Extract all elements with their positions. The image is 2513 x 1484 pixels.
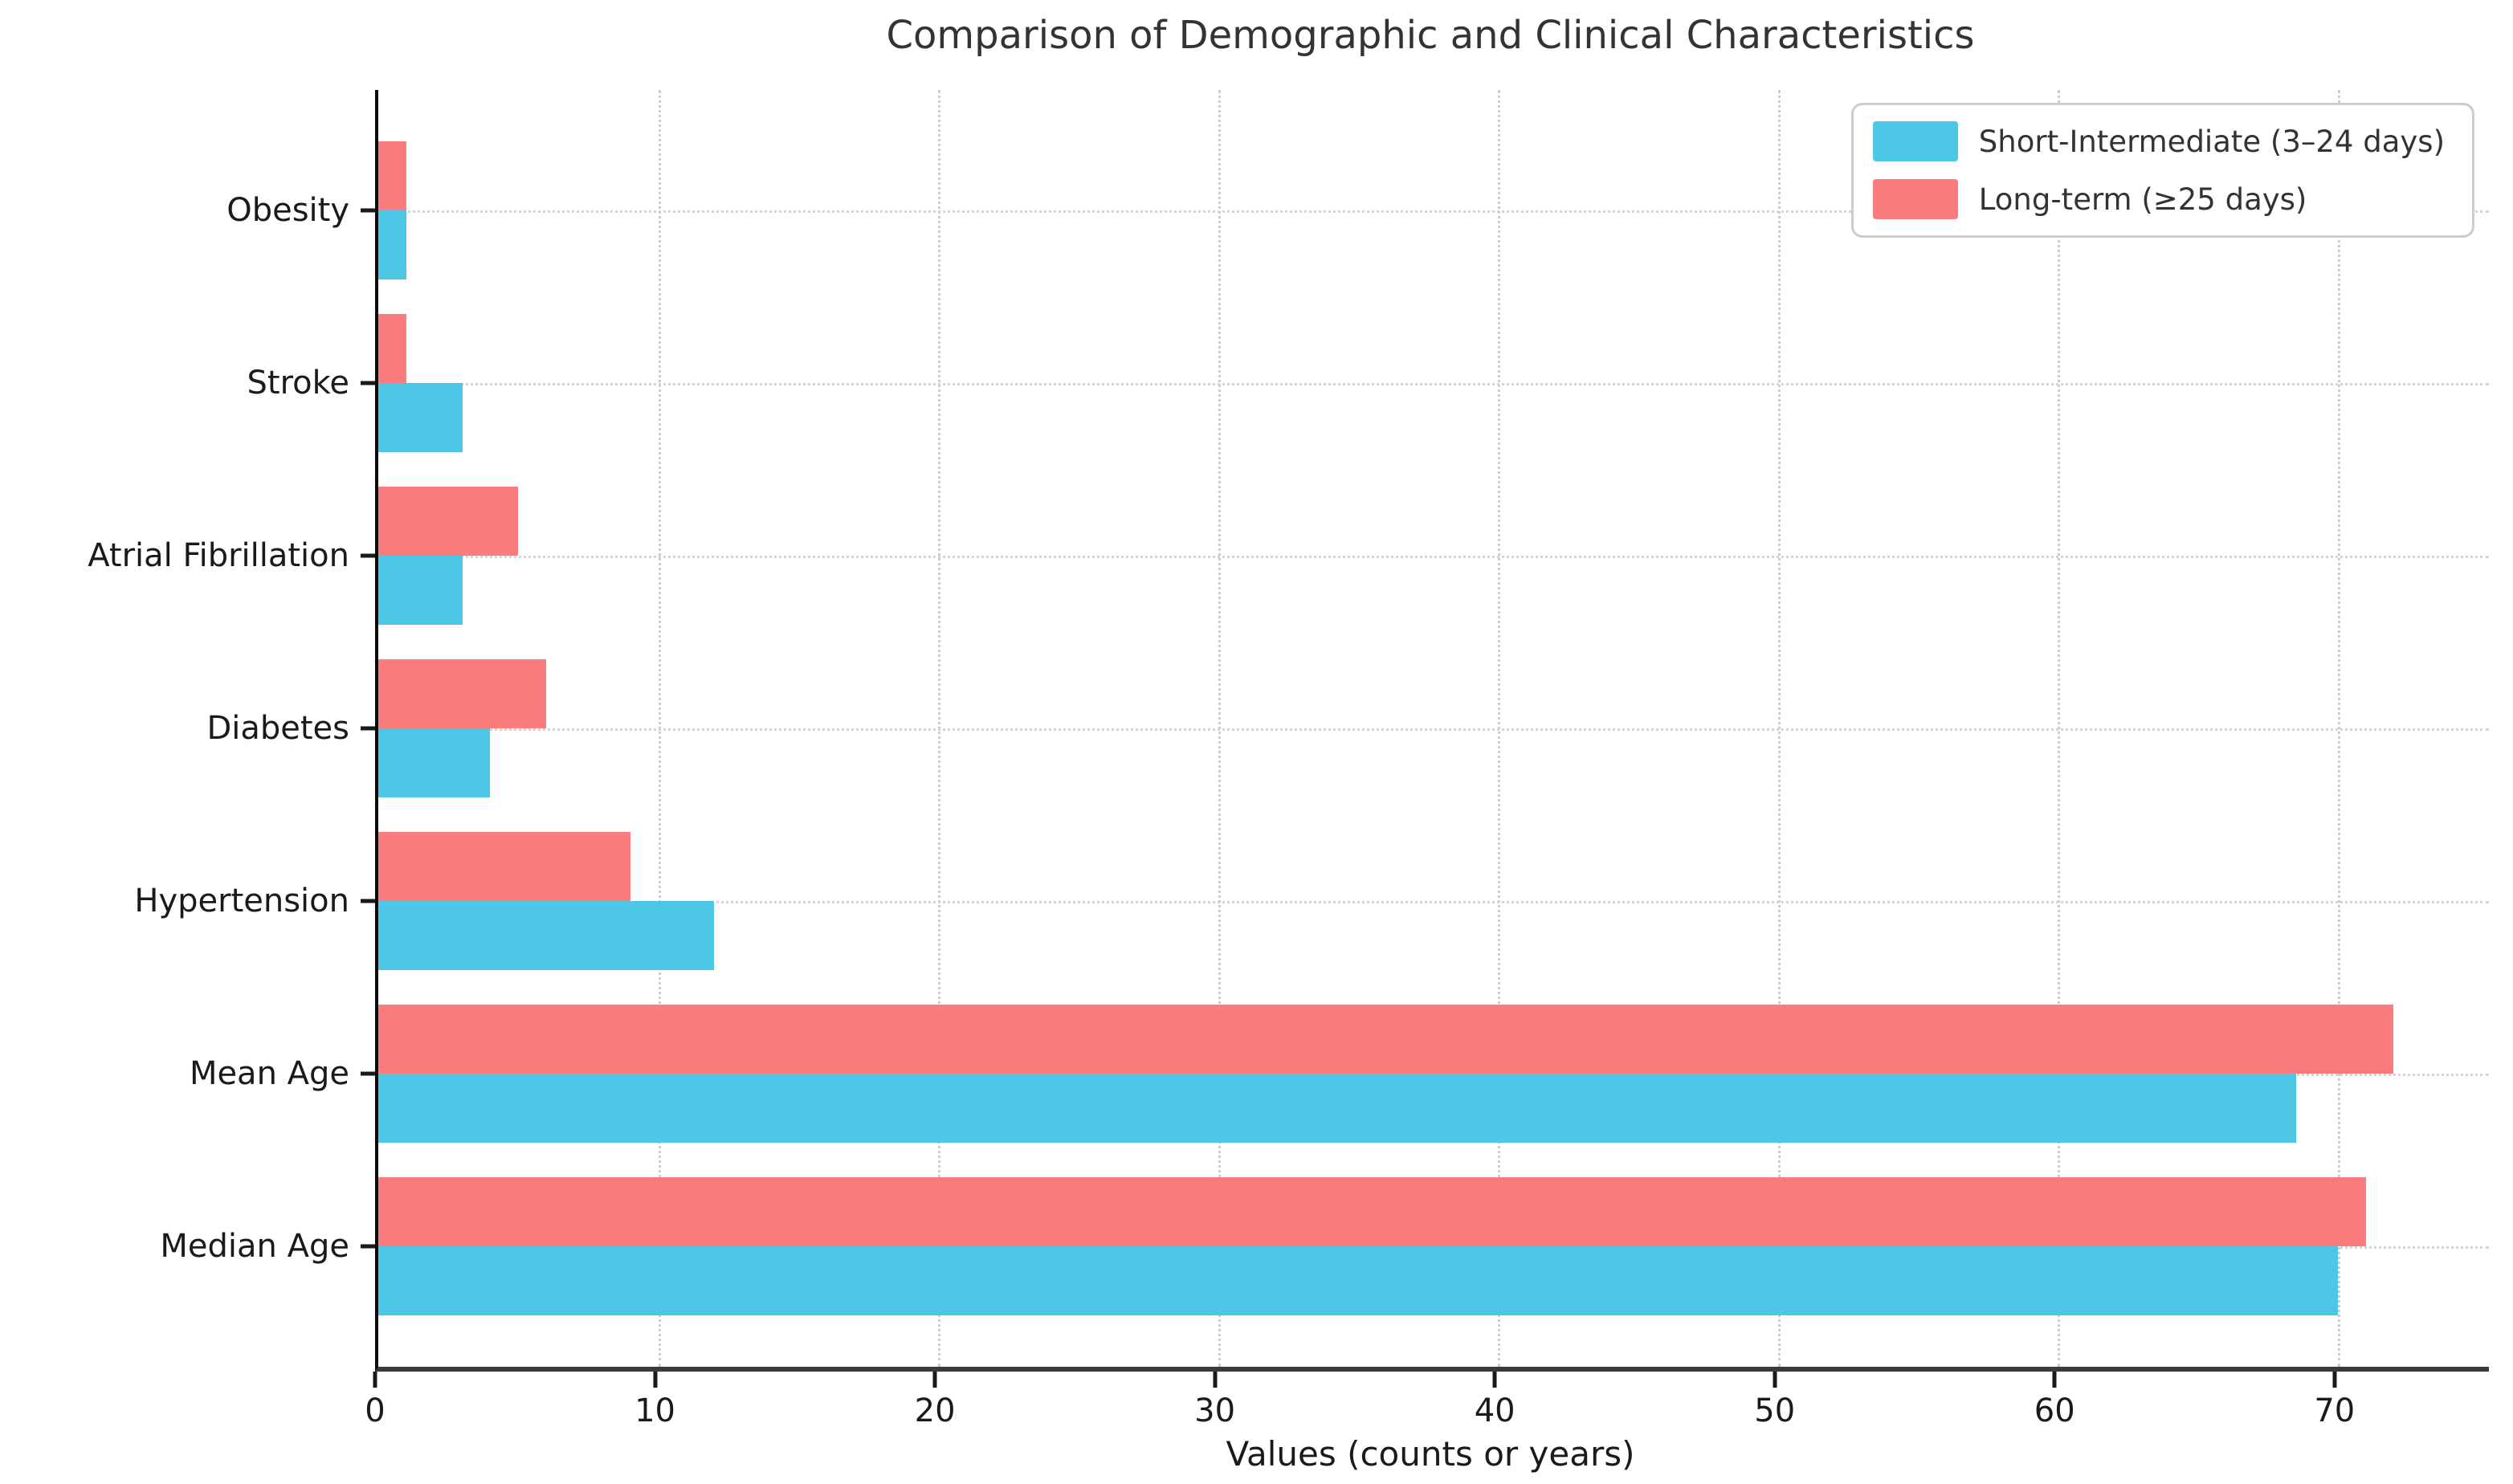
y-axis-tick-marks: [361, 90, 375, 1367]
bar-short-intermediate-5: [378, 1073, 2296, 1143]
y-label-4: Hypertension: [134, 882, 349, 919]
plot-area: Short-Intermediate (3–24 days) Long-term …: [375, 90, 2489, 1372]
horizontal-gridline-2: [378, 556, 2489, 559]
x-tick-label-50: 50: [1754, 1392, 1796, 1429]
x-tick-mark-10: [653, 1372, 658, 1388]
x-tick-mark-30: [1213, 1372, 1218, 1388]
x-axis-title: Values (counts or years): [1226, 1434, 1635, 1474]
y-tick-mark-2: [361, 553, 375, 558]
bar-short-intermediate-0: [378, 210, 406, 280]
horizontal-gridline-4: [378, 900, 2489, 903]
y-label-2: Atrial Fibrillation: [88, 537, 349, 575]
x-tick-mark-60: [2052, 1372, 2057, 1388]
bar-long-term-2: [378, 487, 519, 556]
x-tick-label-40: 40: [1474, 1392, 1516, 1429]
bar-long-term-0: [378, 141, 406, 211]
y-label-5: Mean Age: [189, 1054, 349, 1092]
y-tick-mark-4: [361, 899, 375, 903]
x-tick-mark-20: [932, 1372, 937, 1388]
y-tick-mark-0: [361, 208, 375, 213]
bar-short-intermediate-2: [378, 556, 463, 626]
legend-label: Long-term (≥25 days): [1978, 181, 2307, 217]
y-label-6: Median Age: [160, 1227, 349, 1265]
y-label-3: Diabetes: [206, 710, 349, 747]
bar-long-term-4: [378, 831, 630, 901]
x-tick-mark-0: [373, 1372, 377, 1388]
x-tick-label-10: 10: [634, 1392, 675, 1429]
bar-long-term-6: [378, 1176, 2366, 1246]
bar-short-intermediate-4: [378, 900, 715, 970]
horizontal-gridline-1: [378, 383, 2489, 386]
y-tick-mark-6: [361, 1244, 375, 1249]
legend-row-0: Short-Intermediate (3–24 days): [1872, 121, 2445, 161]
y-axis-labels: Obesity Stroke Atrial Fibrillation Diabetes…: [0, 90, 349, 1367]
legend-swatch-icon: [1872, 179, 1958, 219]
legend-row-1: Long-term (≥25 days): [1872, 179, 2445, 219]
horizontal-gridline-0: [378, 210, 2489, 214]
y-tick-mark-1: [361, 381, 375, 385]
x-tick-mark-70: [2332, 1372, 2337, 1388]
x-tick-mark-40: [1492, 1372, 1497, 1388]
x-tick-label-20: 20: [914, 1392, 956, 1429]
x-tick-label-60: 60: [2034, 1392, 2075, 1429]
bar-long-term-3: [378, 659, 547, 728]
legend-label: Short-Intermediate (3–24 days): [1978, 124, 2445, 159]
x-tick-label-70: 70: [2314, 1392, 2356, 1429]
x-tick-label-0: 0: [365, 1392, 386, 1429]
y-label-1: Stroke: [247, 365, 349, 402]
bar-short-intermediate-1: [378, 383, 463, 453]
bar-long-term-5: [378, 1004, 2394, 1074]
bar-short-intermediate-6: [378, 1246, 2338, 1315]
y-tick-mark-5: [361, 1071, 375, 1076]
y-label-0: Obesity: [226, 192, 349, 230]
bar-long-term-1: [378, 314, 406, 384]
x-tick-mark-50: [1773, 1372, 1777, 1388]
horizontal-gridline-3: [378, 728, 2489, 731]
legend: Short-Intermediate (3–24 days) Long-term …: [1850, 103, 2474, 238]
x-axis: 0 10 20 30 40 50 60 70: [365, 1372, 2486, 1484]
legend-swatch-icon: [1872, 121, 1958, 161]
x-tick-label-30: 30: [1194, 1392, 1236, 1429]
y-tick-mark-3: [361, 726, 375, 731]
chart-title: Comparison of Demographic and Clinical C…: [886, 13, 1975, 58]
bar-short-intermediate-3: [378, 728, 491, 797]
